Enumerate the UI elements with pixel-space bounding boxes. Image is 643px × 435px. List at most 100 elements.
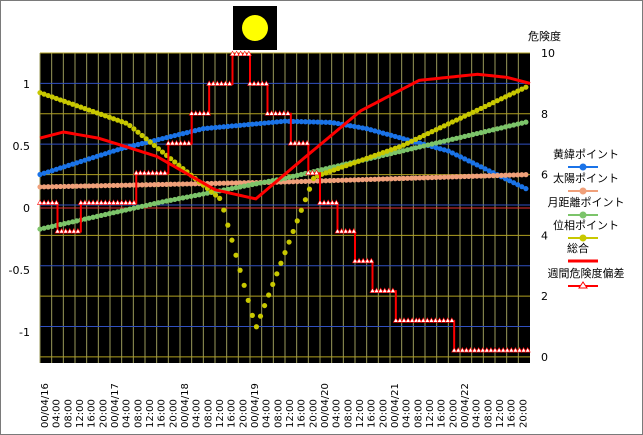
series-point <box>102 182 108 189</box>
deviation-marker <box>424 317 431 323</box>
series-point <box>323 170 329 176</box>
series-point <box>372 152 378 159</box>
deviation-marker <box>41 199 48 205</box>
series-point <box>131 126 137 132</box>
series-point <box>74 183 80 189</box>
series-point <box>233 180 239 186</box>
series-point <box>470 131 476 138</box>
series-point <box>61 221 68 227</box>
series-line-total <box>39 72 531 201</box>
deviation-marker <box>350 227 357 234</box>
series-point <box>249 181 255 188</box>
deviation-marker <box>369 287 376 293</box>
series-point <box>519 172 525 178</box>
series-point <box>229 180 235 186</box>
series-point <box>310 119 317 125</box>
series-point <box>523 84 529 90</box>
series-point <box>229 237 235 243</box>
x-tick-label: 08:00 <box>343 399 354 428</box>
deviation-marker <box>432 317 439 323</box>
series-point <box>327 177 333 184</box>
series-point <box>286 179 292 185</box>
series-point <box>376 176 382 182</box>
deviation-marker <box>487 346 494 353</box>
series-point <box>98 152 104 158</box>
series-point <box>208 189 215 195</box>
series-point <box>41 91 47 97</box>
deviation-marker <box>188 110 195 116</box>
series-point <box>290 179 296 185</box>
series-point <box>457 134 464 140</box>
legend-label: 月距離ポイント <box>548 195 625 209</box>
series-point <box>364 176 370 183</box>
deviation-marker <box>49 199 56 205</box>
series-point <box>155 181 162 188</box>
series-point <box>106 114 113 120</box>
deviation-marker <box>440 317 447 323</box>
series-point <box>168 181 174 187</box>
deviation-marker <box>400 317 408 323</box>
series-point <box>143 182 149 188</box>
x-tick-label: 08:00 <box>273 399 284 428</box>
x-tick-label: 16:00 <box>437 399 448 428</box>
series-point <box>515 121 521 127</box>
series-point <box>261 179 268 185</box>
deviation-marker <box>338 227 345 234</box>
series-point <box>417 140 423 146</box>
series-point <box>143 202 149 209</box>
series-point <box>257 120 264 127</box>
series-point <box>53 95 59 102</box>
series-point <box>143 136 149 142</box>
series-point <box>490 100 496 106</box>
series-point <box>506 92 513 98</box>
series-point <box>384 176 390 182</box>
series-point <box>249 121 255 127</box>
x-tick-label: 08:00 <box>413 399 424 428</box>
series-point <box>421 132 427 139</box>
deviation-marker <box>259 80 266 86</box>
series-point <box>462 173 468 180</box>
deviation-marker <box>300 139 307 146</box>
series-point <box>70 183 76 189</box>
series-point <box>180 195 186 201</box>
deviation-marker <box>264 110 271 116</box>
series-point <box>196 192 202 198</box>
series-point <box>380 176 386 182</box>
deviation-marker <box>110 199 117 205</box>
deviation-marker <box>342 227 349 234</box>
deviation-marker <box>309 169 316 176</box>
series-point <box>74 103 80 109</box>
series-point <box>511 90 517 96</box>
series-point <box>478 130 484 136</box>
series-point <box>261 302 268 309</box>
deviation-marker <box>185 139 192 146</box>
deviation-marker <box>491 346 499 353</box>
left-tick-label: 1 <box>23 78 30 91</box>
series-point <box>94 153 100 159</box>
series-point <box>462 113 468 119</box>
series-point <box>494 98 500 104</box>
deviation-marker <box>313 169 320 176</box>
deviation-marker <box>377 287 384 293</box>
series-point <box>82 216 88 222</box>
series-point <box>74 218 80 224</box>
x-tick-label: 00/04/19 <box>250 383 261 428</box>
series-point <box>490 173 496 179</box>
deviation-marker <box>204 110 212 116</box>
deviation-marker <box>467 346 474 353</box>
series-point <box>290 173 296 179</box>
legend-marker <box>579 234 587 242</box>
series-point <box>343 163 349 169</box>
x-tick-label: 20:00 <box>448 399 459 428</box>
series-point <box>49 223 55 229</box>
series-point <box>408 138 415 144</box>
series-point <box>490 127 496 133</box>
series-point <box>282 179 288 185</box>
deviation-marker <box>246 80 254 86</box>
series-point <box>163 181 170 187</box>
deviation-marker <box>145 169 152 176</box>
deviation-marker <box>66 227 73 234</box>
series-point <box>94 213 100 219</box>
series-point <box>351 123 358 130</box>
